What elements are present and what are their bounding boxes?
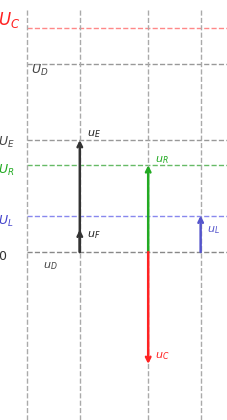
Text: $\mathit{U}_{L}$: $\mathit{U}_{L}$ — [0, 214, 13, 229]
Text: $\mathit{u}_{C}$: $\mathit{u}_{C}$ — [154, 350, 169, 362]
Text: $\mathit{U}_{D}$: $\mathit{U}_{D}$ — [31, 63, 48, 78]
Text: $\mathit{u}_{L}$: $\mathit{u}_{L}$ — [207, 224, 220, 236]
Text: $\mathit{U}_{E}$: $\mathit{U}_{E}$ — [0, 135, 14, 150]
Text: $\mathit{U}_{R}$: $\mathit{U}_{R}$ — [0, 163, 14, 178]
Text: $\mathit{u}_{F}$: $\mathit{u}_{F}$ — [86, 229, 100, 241]
Text: $\mathit{u}_{D}$: $\mathit{u}_{D}$ — [43, 260, 58, 272]
Text: $\mathit{u}_{E}$: $\mathit{u}_{E}$ — [86, 129, 100, 140]
Text: $\mathit{u}_{R}$: $\mathit{u}_{R}$ — [154, 154, 168, 165]
Text: 0: 0 — [0, 250, 6, 262]
Text: $\mathit{U}_{C}$: $\mathit{U}_{C}$ — [0, 10, 20, 29]
